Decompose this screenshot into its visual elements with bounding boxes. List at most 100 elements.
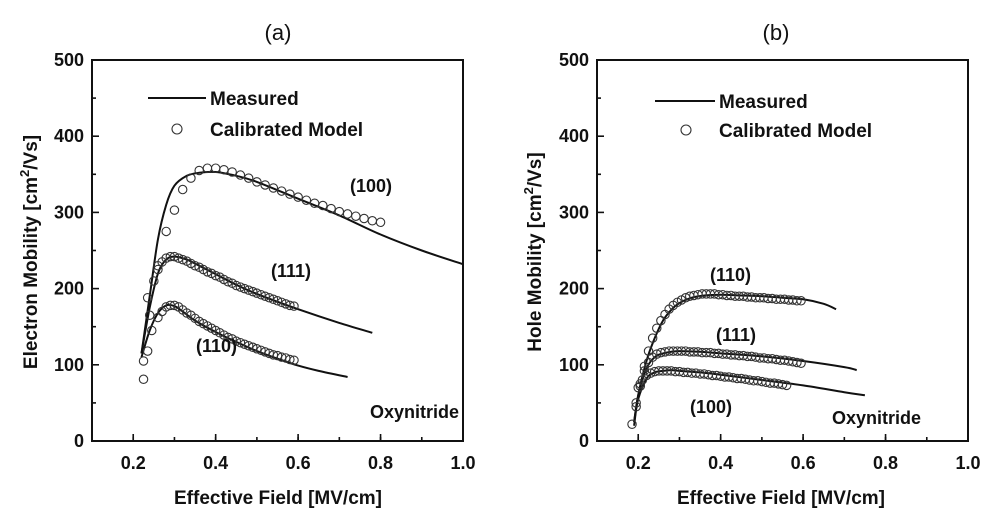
panel-b-x-tick-label: 0.6 xyxy=(791,453,816,473)
panel-a-model-point-100 xyxy=(227,167,237,177)
panel-a-model-point-111 xyxy=(243,285,254,295)
panel-a-y-axis-label: Electron Mobility [cm2/Vs] xyxy=(17,135,42,369)
panel-b-y-tick-label: 200 xyxy=(559,279,589,299)
panel-b-y-tick-label: 100 xyxy=(559,355,589,375)
panel-a-model-point-111 xyxy=(285,300,295,311)
panel-a-model-point-100 xyxy=(351,211,361,221)
panel-a-model-point-111 xyxy=(235,282,246,292)
panel-b-model-point-111 xyxy=(631,398,641,408)
panel-a-model-point-111 xyxy=(142,292,153,303)
panel-b: (b) 0.2 0.4 0.6 0.8 1.0 0 100 200 300 400 500 Meas… xyxy=(521,20,981,509)
panel-a-title: (a) xyxy=(265,20,292,45)
panel-a-model-point-111 xyxy=(252,288,262,298)
panel-a-model-point-110 xyxy=(243,340,254,351)
panel-b-y-tick-label: 300 xyxy=(559,202,589,222)
panel-a-x-tick-label: 0.6 xyxy=(286,453,311,473)
panel-a-model-point-110 xyxy=(231,336,242,346)
panel-a-y-tick-label: 0 xyxy=(74,431,84,451)
panel-b-measured-curve-111 xyxy=(633,350,857,423)
panel-b-title: (b) xyxy=(763,20,790,45)
panel-a-model-point-100 xyxy=(293,192,303,202)
panel-a-y-tick-label: 500 xyxy=(54,50,84,70)
panel-a-model-point-111 xyxy=(272,296,283,306)
panel-a-annotation-111: (111) xyxy=(271,261,311,281)
panel-a-model-point-111 xyxy=(210,270,221,281)
panel-a-annotation-100: (100) xyxy=(350,176,392,196)
panel-a-x-tick-label: 1.0 xyxy=(450,453,475,473)
panel-b-model-point-100 xyxy=(633,382,643,393)
panel-a-measured-curve-110 xyxy=(140,303,348,378)
panel-a-model-point-100 xyxy=(235,170,246,180)
panel-b-model-point-110 xyxy=(792,296,802,306)
panel-b-legend-marker-swatch xyxy=(680,124,692,136)
panel-a-model-point-111 xyxy=(202,267,213,277)
panel-b-y-tick-label: 400 xyxy=(559,126,589,146)
panel-b-x-tick-label: 1.0 xyxy=(955,453,980,473)
panel-b-x-tick-label: 0.4 xyxy=(708,453,733,473)
panel-a-model-point-111 xyxy=(248,286,258,297)
panel-a-y-axis-label-sup: 2 xyxy=(17,170,32,177)
panel-a-plot-frame xyxy=(91,59,464,442)
panel-a-model-point-100 xyxy=(260,180,270,190)
panel-a-model-point-110 xyxy=(252,344,262,354)
panel-a-model-point-110 xyxy=(138,374,149,385)
panel-b-model-point-111 xyxy=(792,357,802,368)
panel-a-legend-model: Calibrated Model xyxy=(210,120,363,141)
panel-a-model-point-110 xyxy=(256,345,266,356)
panel-a-model-point-111 xyxy=(177,254,188,265)
panel-b-x-tick-label: 0.8 xyxy=(873,453,898,473)
panel-a-model-point-100 xyxy=(318,200,328,211)
panel-a-y-tick-label: 400 xyxy=(54,126,84,146)
panel-a-model-point-100 xyxy=(375,217,386,228)
panel-b-legend-measured: Measured xyxy=(719,92,808,113)
panel-a-annotation-oxynitride: Oxynitride xyxy=(370,402,459,422)
panel-a-model-point-110 xyxy=(285,354,295,365)
panel-b-model-point-100 xyxy=(777,379,788,390)
panel-a-model-point-111 xyxy=(231,280,242,291)
panel-b-measured-curve-110 xyxy=(633,293,837,426)
panel-a-model-point-110 xyxy=(142,346,153,356)
panel-a-model-point-111 xyxy=(173,253,184,263)
panel-a-model-point-110 xyxy=(235,337,246,348)
panel-a-y-tick-label: 100 xyxy=(54,355,84,375)
panel-a-model-point-110 xyxy=(223,332,233,343)
panel-a-model-point-110 xyxy=(289,355,299,365)
panel-a-x-tick-label: 0.2 xyxy=(121,453,146,473)
panel-b-y-axis-label: Hole Mobility [cm2/Vs] xyxy=(521,152,546,351)
panel-b-model-point-100 xyxy=(781,380,792,391)
panel-a-model-point-111 xyxy=(268,294,279,305)
panel-b-y-tick-label: 500 xyxy=(559,50,589,70)
panel-a-model-point-100 xyxy=(252,177,262,187)
panel-a-y-tick-label: 300 xyxy=(54,202,84,222)
panel-b-annotation-oxynitride: Oxynitride xyxy=(832,408,921,428)
panel-a-legend-measured: Measured xyxy=(210,89,299,110)
panel-a-model-point-100 xyxy=(367,216,378,226)
panel-b-y-axis-label-sup: 2 xyxy=(521,187,536,194)
panel-b-model-point-111 xyxy=(639,366,650,376)
panel-a-model-point-110 xyxy=(147,325,157,336)
panel-b-annotation-110: (110) xyxy=(710,265,751,285)
panel-a-model-point-100 xyxy=(301,195,312,205)
panel-a-model-point-100 xyxy=(285,189,295,199)
panel-a-model-point-111 xyxy=(190,260,200,271)
panel-a-model-point-100 xyxy=(342,209,353,219)
panel-a-model-point-110 xyxy=(248,342,258,353)
panel-a-x-axis-label: Effective Field [MV/cm] xyxy=(174,488,382,509)
panel-b-plot-frame xyxy=(596,59,969,442)
panel-a-markers xyxy=(138,163,386,385)
panel-b-y-axis-label-end: /Vs] xyxy=(525,152,546,187)
panel-a-model-point-110 xyxy=(169,300,180,311)
panel-a-annotation-110: (110) xyxy=(196,336,237,356)
panel-a-model-point-111 xyxy=(289,301,299,311)
panel-b-model-point-110 xyxy=(652,323,662,333)
panel-a-model-point-100 xyxy=(359,213,369,224)
panel-a-model-point-100 xyxy=(276,186,287,196)
panel-a-model-point-110 xyxy=(260,347,270,357)
panel-a-model-point-100 xyxy=(268,183,279,193)
panel-b-y-tick-label: 0 xyxy=(579,431,589,451)
panel-a-model-point-100 xyxy=(138,356,149,366)
panel-a-model-point-100 xyxy=(177,184,188,195)
panel-b-x-tick-label: 0.2 xyxy=(626,453,651,473)
panel-a-model-point-111 xyxy=(264,292,275,303)
